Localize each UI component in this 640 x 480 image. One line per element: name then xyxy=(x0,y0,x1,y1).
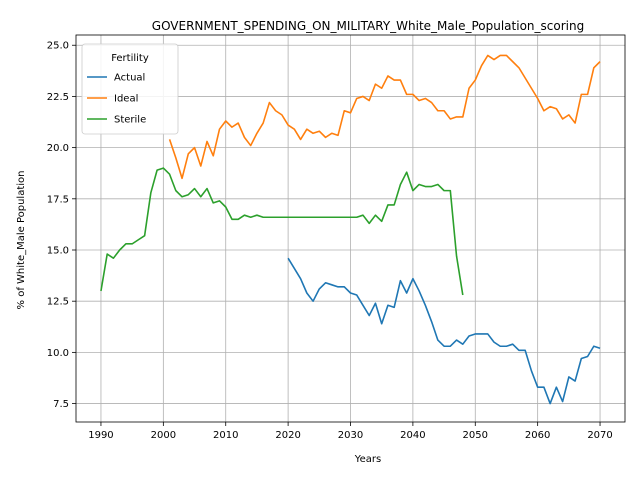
x-tick-label: 2010 xyxy=(213,430,238,441)
y-tick-label: 15.0 xyxy=(47,246,69,257)
x-tick-label: 2030 xyxy=(338,430,363,441)
x-tick-label: 1990 xyxy=(88,430,113,441)
x-tick-label: 2000 xyxy=(151,430,176,441)
legend-box xyxy=(81,43,179,135)
y-tick-label: 7.5 xyxy=(53,399,69,410)
y-tick-label: 25.0 xyxy=(47,41,69,52)
x-axis-ticks: 1990 2000 2010 2020 2030 2040 2050 2060 2070 xyxy=(88,422,613,441)
series-lines xyxy=(100,54,601,405)
series-line-actual xyxy=(287,257,601,405)
x-tick-label: 2020 xyxy=(275,430,300,441)
x-tick-label: 2060 xyxy=(525,430,550,441)
x-tick-label: 2040 xyxy=(400,430,425,441)
series-line-sterile xyxy=(100,167,464,296)
legend-entry-sterile: Sterile xyxy=(114,115,146,126)
series-line-ideal xyxy=(168,54,601,180)
x-axis-label: Years xyxy=(354,454,381,465)
y-axis-label: % of White_Male Population xyxy=(16,171,27,310)
y-tick-label: 10.0 xyxy=(47,348,69,359)
y-tick-label: 20.0 xyxy=(47,143,69,154)
legend: Fertility Actual Ideal Sterile xyxy=(81,43,179,135)
legend-entry-ideal: Ideal xyxy=(114,94,138,105)
y-tick-label: 22.5 xyxy=(47,92,69,103)
x-tick-label: 2070 xyxy=(587,430,612,441)
legend-title: Fertility xyxy=(111,53,149,64)
y-tick-label: 17.5 xyxy=(47,194,69,205)
legend-entry-actual: Actual xyxy=(114,73,145,84)
x-tick-label: 2050 xyxy=(463,430,488,441)
chart-title: GOVERNMENT_SPENDING_ON_MILITARY_White_Ma… xyxy=(152,19,584,33)
y-axis-ticks: 7.5 10.0 12.5 15.0 17.5 20.0 22.5 25.0 xyxy=(47,41,76,410)
y-tick-label: 12.5 xyxy=(47,297,69,308)
